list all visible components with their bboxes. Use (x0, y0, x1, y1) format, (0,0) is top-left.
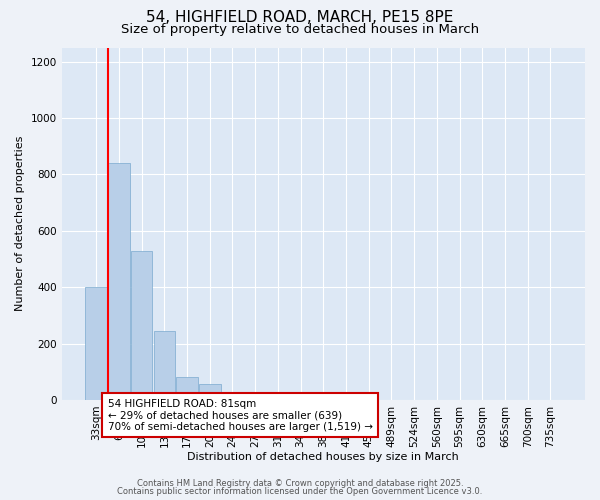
Bar (199, 384, 221, 400)
X-axis label: Distribution of detached houses by size in March: Distribution of detached houses by size … (187, 452, 459, 462)
Text: 54 HIGHFIELD ROAD: 81sqm
← 29% of detached houses are smaller (639)
70% of semi-: 54 HIGHFIELD ROAD: 81sqm ← 29% of detach… (107, 398, 373, 432)
Bar (176, 378, 198, 400)
Bar (108, 163, 130, 400)
Bar (85, 287, 107, 400)
Y-axis label: Number of detached properties: Number of detached properties (15, 136, 25, 312)
Text: 54, HIGHFIELD ROAD, MARCH, PE15 8PE: 54, HIGHFIELD ROAD, MARCH, PE15 8PE (146, 10, 454, 25)
Bar (244, 395, 266, 400)
Text: Size of property relative to detached houses in March: Size of property relative to detached ho… (121, 22, 479, 36)
Bar (290, 398, 311, 400)
Bar (131, 250, 152, 400)
Text: Contains HM Land Registry data © Crown copyright and database right 2025.: Contains HM Land Registry data © Crown c… (137, 478, 463, 488)
Text: Contains public sector information licensed under the Open Government Licence v3: Contains public sector information licen… (118, 487, 482, 496)
Bar (222, 393, 243, 400)
Bar (154, 331, 175, 400)
Bar (267, 397, 289, 400)
